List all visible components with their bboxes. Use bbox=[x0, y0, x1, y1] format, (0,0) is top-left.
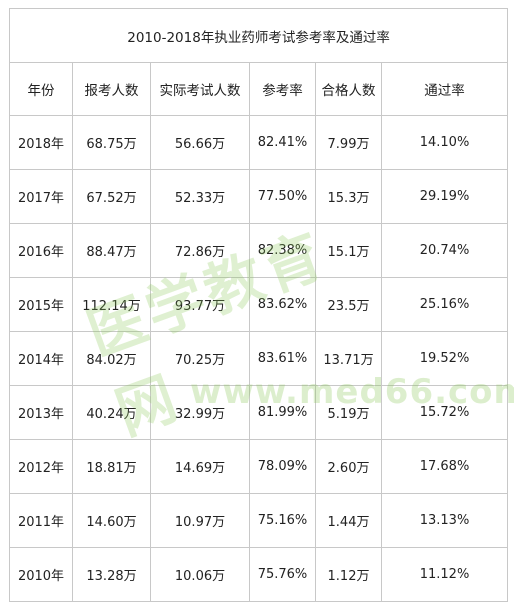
cell-attendance-rate: 82.41% bbox=[250, 116, 316, 170]
cell-examinees: 52.33万 bbox=[151, 170, 250, 224]
cell-year: 2014年 bbox=[10, 332, 73, 386]
cell-applicants: 112.14万 bbox=[73, 278, 151, 332]
header-attendance-rate: 参考率 bbox=[250, 63, 316, 116]
cell-pass-rate: 14.10% bbox=[382, 116, 508, 170]
cell-passed: 23.5万 bbox=[316, 278, 382, 332]
cell-attendance-rate: 75.76% bbox=[250, 548, 316, 602]
cell-attendance-rate: 75.16% bbox=[250, 494, 316, 548]
cell-attendance-rate: 81.99% bbox=[250, 386, 316, 440]
cell-pass-rate: 15.72% bbox=[382, 386, 508, 440]
cell-year: 2015年 bbox=[10, 278, 73, 332]
table-row: 2013年 40.24万 32.99万 81.99% 5.19万 15.72% bbox=[10, 386, 508, 440]
cell-attendance-rate: 78.09% bbox=[250, 440, 316, 494]
cell-year: 2013年 bbox=[10, 386, 73, 440]
cell-pass-rate: 11.12% bbox=[382, 548, 508, 602]
cell-applicants: 40.24万 bbox=[73, 386, 151, 440]
table-row: 2010年 13.28万 10.06万 75.76% 1.12万 11.12% bbox=[10, 548, 508, 602]
cell-pass-rate: 13.13% bbox=[382, 494, 508, 548]
cell-examinees: 72.86万 bbox=[151, 224, 250, 278]
table-row: 2011年 14.60万 10.97万 75.16% 1.44万 13.13% bbox=[10, 494, 508, 548]
cell-examinees: 10.97万 bbox=[151, 494, 250, 548]
cell-passed: 1.44万 bbox=[316, 494, 382, 548]
cell-examinees: 70.25万 bbox=[151, 332, 250, 386]
cell-applicants: 14.60万 bbox=[73, 494, 151, 548]
header-pass-rate: 通过率 bbox=[382, 63, 508, 116]
cell-examinees: 14.69万 bbox=[151, 440, 250, 494]
header-examinees: 实际考试人数 bbox=[151, 63, 250, 116]
cell-passed: 13.71万 bbox=[316, 332, 382, 386]
table-title: 2010-2018年执业药师考试参考率及通过率 bbox=[10, 9, 508, 63]
table-row: 2016年 88.47万 72.86万 82.38% 15.1万 20.74% bbox=[10, 224, 508, 278]
cell-year: 2016年 bbox=[10, 224, 73, 278]
cell-attendance-rate: 83.62% bbox=[250, 278, 316, 332]
cell-year: 2018年 bbox=[10, 116, 73, 170]
pharmacist-exam-table: 2010-2018年执业药师考试参考率及通过率 年份 报考人数 实际考试人数 参… bbox=[9, 8, 508, 602]
cell-attendance-rate: 82.38% bbox=[250, 224, 316, 278]
cell-pass-rate: 19.52% bbox=[382, 332, 508, 386]
table-row: 2018年 68.75万 56.66万 82.41% 7.99万 14.10% bbox=[10, 116, 508, 170]
cell-year: 2010年 bbox=[10, 548, 73, 602]
cell-applicants: 18.81万 bbox=[73, 440, 151, 494]
header-passed: 合格人数 bbox=[316, 63, 382, 116]
header-year: 年份 bbox=[10, 63, 73, 116]
cell-pass-rate: 17.68% bbox=[382, 440, 508, 494]
table-title-row: 2010-2018年执业药师考试参考率及通过率 bbox=[10, 9, 508, 63]
cell-passed: 2.60万 bbox=[316, 440, 382, 494]
cell-passed: 15.1万 bbox=[316, 224, 382, 278]
cell-examinees: 10.06万 bbox=[151, 548, 250, 602]
cell-year: 2011年 bbox=[10, 494, 73, 548]
cell-applicants: 67.52万 bbox=[73, 170, 151, 224]
header-applicants: 报考人数 bbox=[73, 63, 151, 116]
cell-pass-rate: 25.16% bbox=[382, 278, 508, 332]
cell-applicants: 68.75万 bbox=[73, 116, 151, 170]
cell-year: 2012年 bbox=[10, 440, 73, 494]
cell-pass-rate: 20.74% bbox=[382, 224, 508, 278]
cell-attendance-rate: 77.50% bbox=[250, 170, 316, 224]
table-row: 2015年 112.14万 93.77万 83.62% 23.5万 25.16% bbox=[10, 278, 508, 332]
cell-applicants: 84.02万 bbox=[73, 332, 151, 386]
cell-attendance-rate: 83.61% bbox=[250, 332, 316, 386]
table-row: 2012年 18.81万 14.69万 78.09% 2.60万 17.68% bbox=[10, 440, 508, 494]
cell-examinees: 32.99万 bbox=[151, 386, 250, 440]
cell-applicants: 88.47万 bbox=[73, 224, 151, 278]
cell-year: 2017年 bbox=[10, 170, 73, 224]
table-row: 2014年 84.02万 70.25万 83.61% 13.71万 19.52% bbox=[10, 332, 508, 386]
cell-passed: 7.99万 bbox=[316, 116, 382, 170]
table-header-row: 年份 报考人数 实际考试人数 参考率 合格人数 通过率 bbox=[10, 63, 508, 116]
cell-examinees: 56.66万 bbox=[151, 116, 250, 170]
cell-applicants: 13.28万 bbox=[73, 548, 151, 602]
table-row: 2017年 67.52万 52.33万 77.50% 15.3万 29.19% bbox=[10, 170, 508, 224]
cell-passed: 5.19万 bbox=[316, 386, 382, 440]
data-table-container: 2010-2018年执业药师考试参考率及通过率 年份 报考人数 实际考试人数 参… bbox=[9, 8, 507, 602]
cell-passed: 1.12万 bbox=[316, 548, 382, 602]
cell-passed: 15.3万 bbox=[316, 170, 382, 224]
cell-examinees: 93.77万 bbox=[151, 278, 250, 332]
cell-pass-rate: 29.19% bbox=[382, 170, 508, 224]
